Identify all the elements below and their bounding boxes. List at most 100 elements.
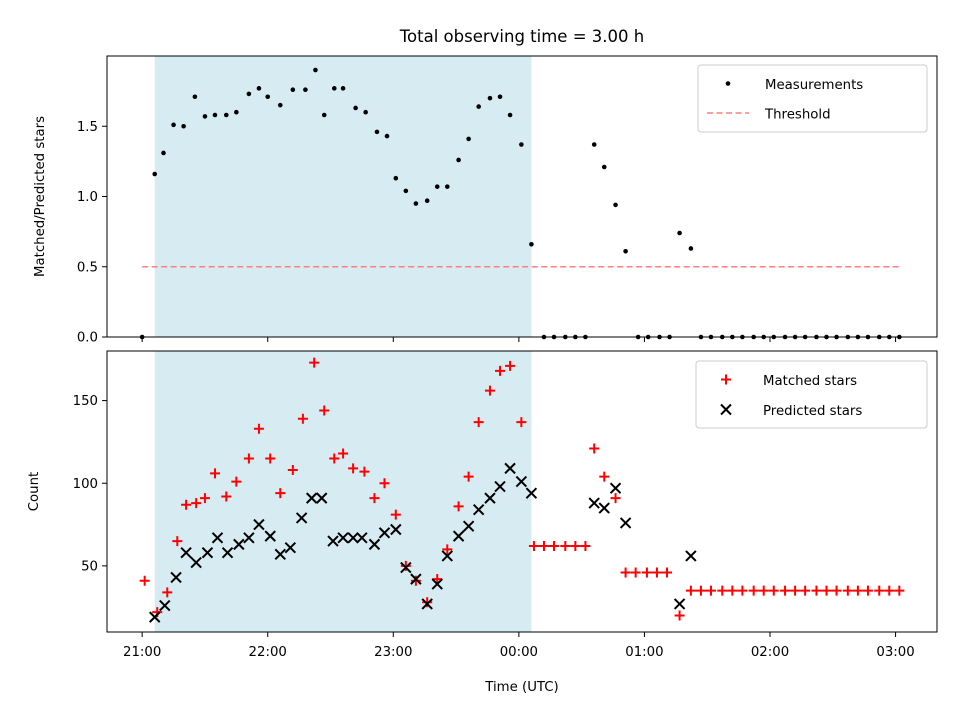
matched-star-point: [748, 585, 759, 596]
matched-star-point: [874, 585, 885, 596]
matched-star-point: [705, 585, 716, 596]
y-tick-label: 0.0: [77, 331, 98, 346]
predicted-star-point: [685, 550, 697, 562]
matched-star-point: [338, 448, 349, 459]
matched-star-point: [162, 587, 173, 598]
predicted-star-point: [452, 530, 465, 542]
measurement-point: [363, 109, 368, 115]
matched-star-point: [528, 541, 539, 552]
matched-star-point: [495, 365, 506, 376]
measurement-point: [313, 67, 318, 73]
predicted-star-point: [149, 611, 161, 623]
predicted-star-point: [525, 487, 538, 499]
predicted-star-point: [305, 492, 318, 504]
measurement-point: [591, 142, 597, 147]
bottom-y-ticks: 50 100 150: [73, 394, 107, 574]
measurement-point: [192, 94, 198, 100]
x-tick-label: 22:00: [249, 645, 287, 660]
top-y-axis-label: Matched/Predicted stars: [33, 116, 48, 277]
matched-star-point: [599, 471, 610, 482]
matched-star-point: [221, 491, 232, 502]
matched-star-point: [717, 585, 728, 596]
measurement-point: [181, 123, 186, 129]
legend-marker-measurements: [725, 81, 731, 86]
matched-star-point: [319, 405, 330, 416]
matched-star-point: [379, 478, 390, 489]
predicted-star-point: [337, 532, 349, 544]
legend-label-matched: Matched stars: [763, 374, 857, 389]
count-points: [139, 357, 905, 623]
bottom-y-axis-label: Count: [27, 472, 42, 512]
matched-star-point: [630, 567, 641, 578]
matched-star-point: [473, 417, 484, 428]
matched-star-point: [790, 585, 801, 596]
y-tick-label: 1.0: [77, 190, 98, 205]
matched-star-point: [516, 417, 527, 428]
matched-star-point: [275, 488, 286, 499]
matched-star-point: [209, 468, 220, 479]
matched-star-point: [800, 585, 811, 596]
measurement-point: [303, 87, 308, 93]
ratio-panel: 0.0 0.5 1.0 1.5 Total observing time = 3.00…: [33, 27, 938, 346]
predicted-star-point: [410, 573, 422, 585]
predicted-star-point: [515, 475, 528, 488]
predicted-star-point: [619, 517, 632, 529]
matched-star-point: [463, 471, 474, 482]
matched-star-point: [727, 585, 738, 596]
matched-star-point: [505, 360, 516, 371]
predicted-star-point: [221, 546, 234, 559]
measurement-point: [202, 114, 208, 119]
matched-star-point: [674, 610, 685, 621]
legend-label-predicted: Predicted stars: [763, 404, 862, 419]
matched-star-point: [410, 575, 421, 586]
x-tick-label: 00:00: [500, 645, 538, 660]
matched-star-point: [191, 498, 202, 509]
legend-marker-predicted: [720, 403, 732, 416]
measurement-point: [374, 129, 380, 135]
matched-star-point: [253, 423, 264, 434]
matched-star-point: [580, 541, 591, 552]
matched-star-point: [400, 560, 411, 571]
top-x-ticks: [141, 337, 897, 342]
predicted-star-point: [431, 578, 443, 590]
measurement-point: [424, 198, 430, 204]
matched-star-point: [369, 493, 380, 504]
matched-star-point: [768, 585, 779, 596]
measurement-point: [212, 112, 218, 118]
matched-star-point: [309, 357, 320, 368]
matched-star-point: [287, 465, 298, 476]
matched-star-point: [538, 541, 549, 552]
matched-star-point: [181, 499, 192, 510]
matched-star-point: [243, 453, 254, 464]
predicted-star-point: [274, 548, 286, 561]
predicted-star-point: [159, 599, 171, 612]
predicted-star-point: [170, 571, 182, 584]
measurement-point: [353, 105, 358, 111]
top-axes-frame: [106, 55, 938, 338]
matched-star-point: [359, 466, 370, 477]
measurement-point: [519, 142, 524, 147]
measurement-point: [290, 87, 296, 93]
y-tick-label: 0.5: [77, 260, 98, 275]
measurement-point: [171, 122, 176, 128]
measurement-point: [223, 112, 229, 118]
matched-star-point: [852, 585, 863, 596]
legend-marker-matched: [721, 374, 731, 385]
predicted-star-point: [462, 520, 475, 532]
x-tick-label: 02:00: [751, 645, 789, 660]
measurement-point: [384, 133, 390, 139]
bottom-axes-frame: [106, 350, 938, 633]
matched-star-point: [842, 585, 853, 596]
measurement-point: [434, 184, 440, 189]
measurement-point: [466, 136, 471, 142]
predicted-star-point: [494, 480, 506, 493]
measurement-point: [413, 201, 419, 206]
measurement-point: [331, 86, 337, 91]
matched-star-point: [297, 413, 308, 424]
bottom-legend-box: [695, 360, 928, 429]
measurement-point: [613, 202, 618, 208]
matched-star-point: [432, 574, 443, 585]
matched-star-point: [862, 585, 873, 596]
measurement-point: [677, 230, 682, 236]
bottom-legend: Matched stars Predicted stars: [695, 360, 928, 429]
